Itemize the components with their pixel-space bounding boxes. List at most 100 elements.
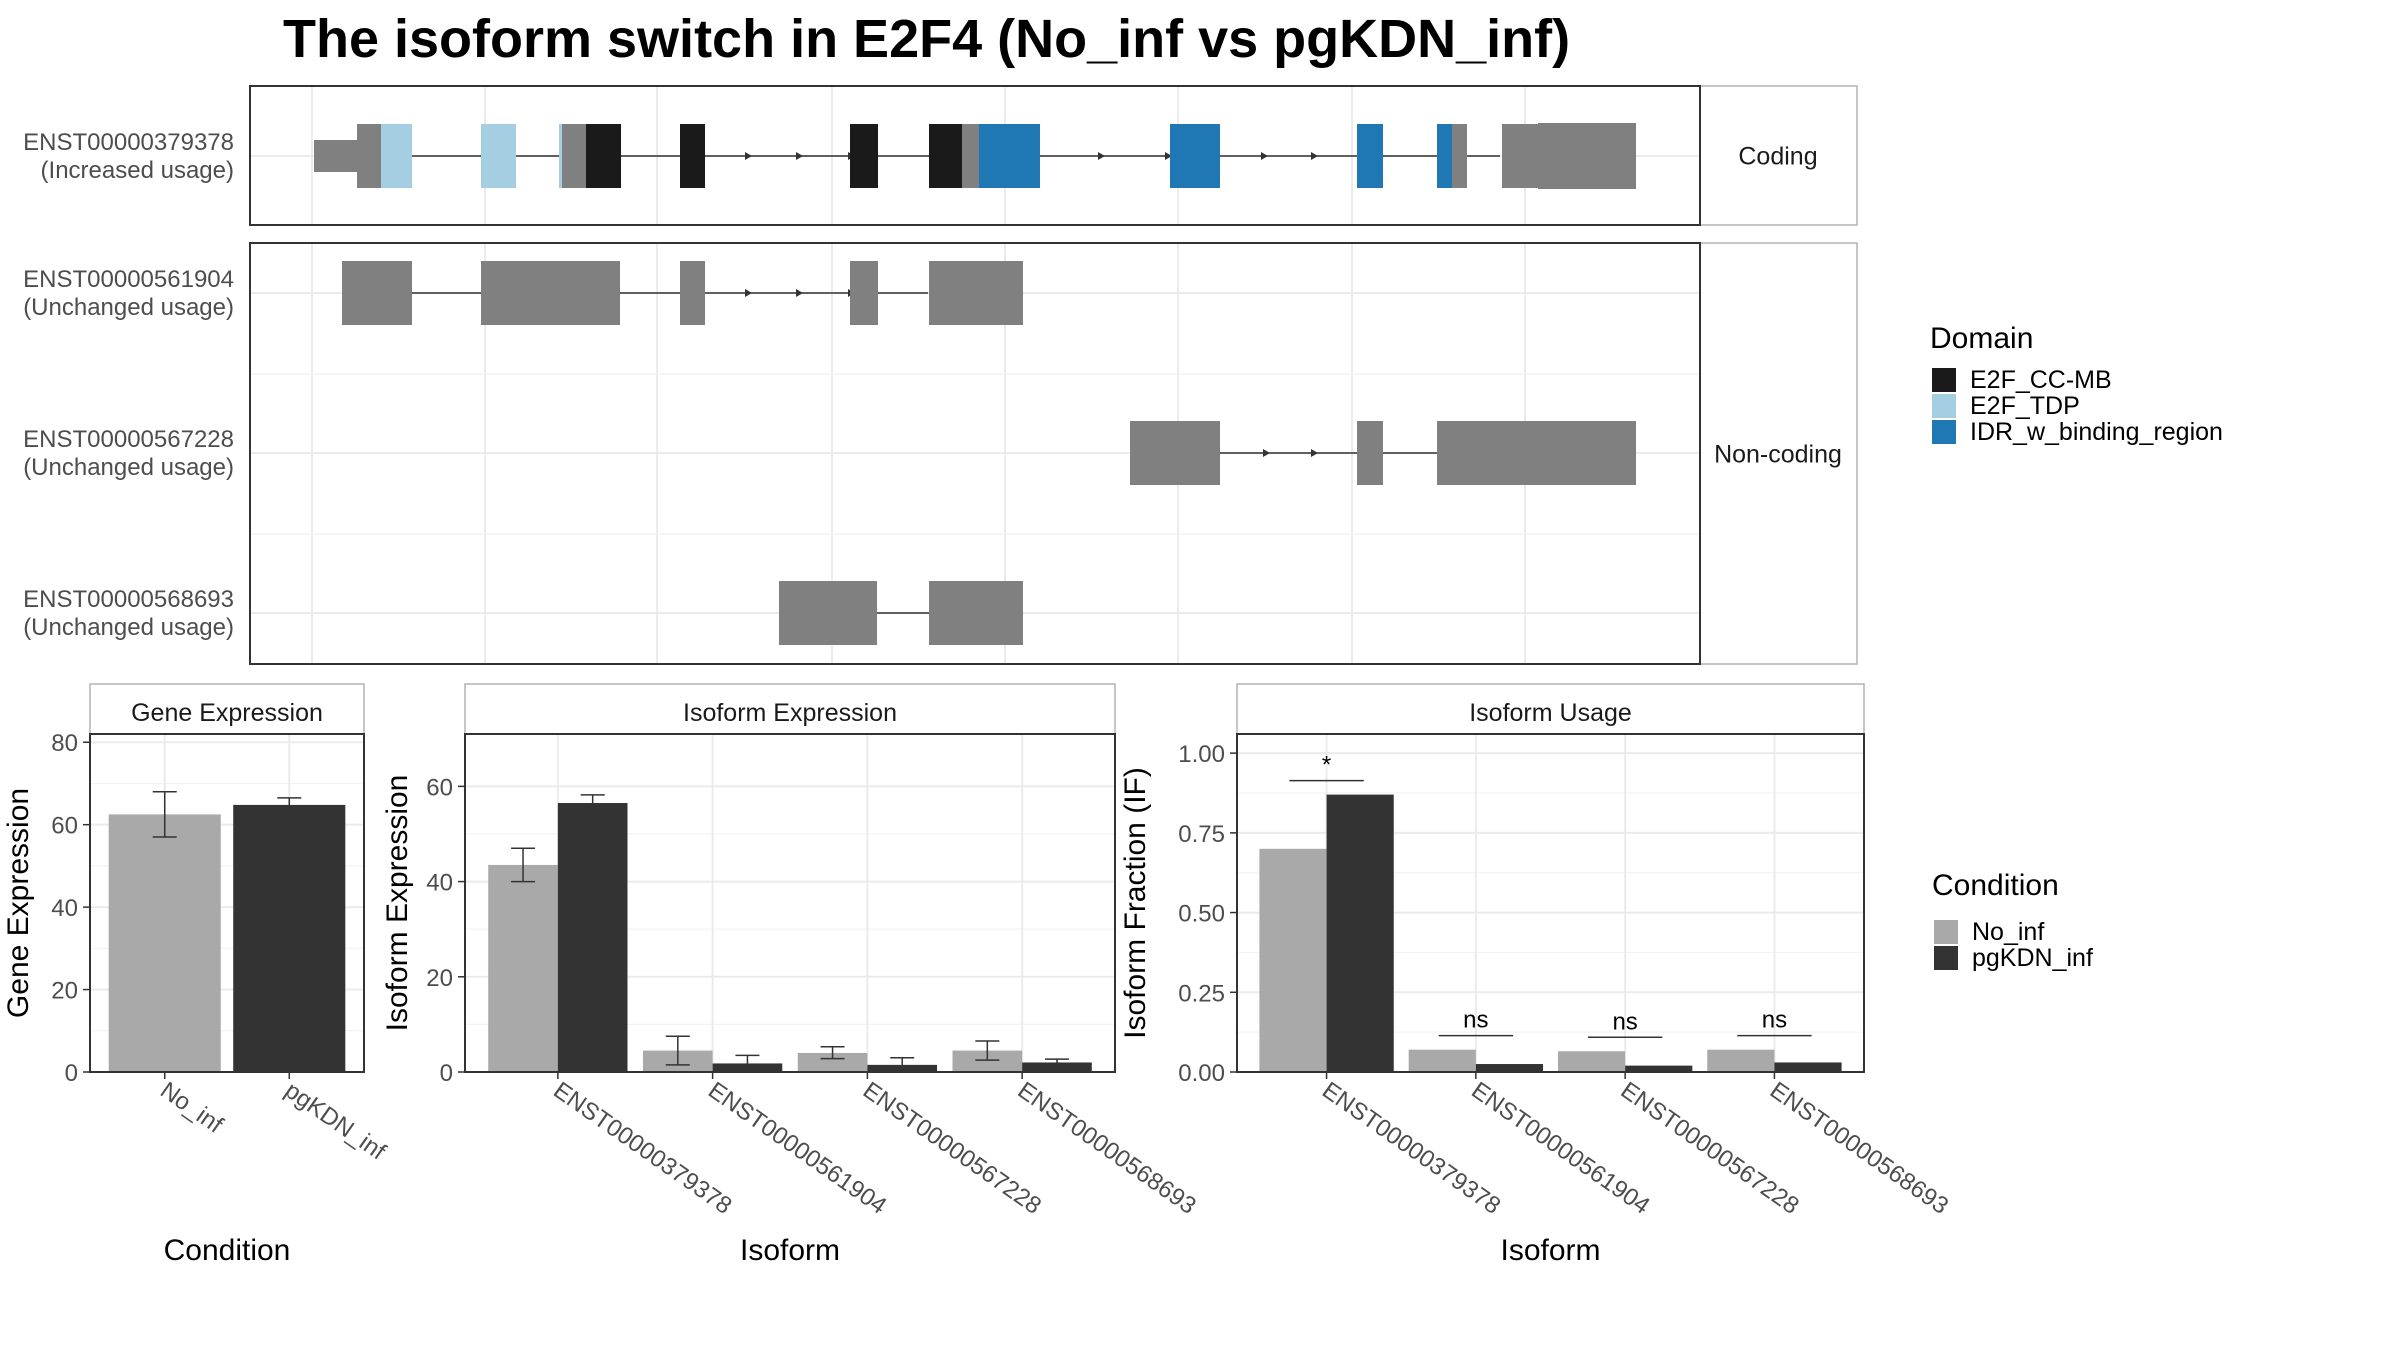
bar-No_inf [108, 814, 221, 1072]
bar-No_inf [952, 1050, 1023, 1072]
domain-legend-key [1932, 394, 1956, 418]
bar-pgKDN_inf [233, 804, 346, 1072]
isoform-status-label: (Unchanged usage) [23, 614, 234, 641]
condition-legend-key [1934, 920, 1958, 944]
chart-panel-border [464, 733, 1116, 1073]
y-tick-label: 0.50 [1178, 901, 1225, 928]
gene-expression-chart: Gene Expression 0 20 40 60 80 No_inf pgKDN_inf G… [2, 683, 391, 1267]
isoform-expression-chart: Isoform Expression0204060ENST00000379378… [381, 683, 1201, 1267]
exon [1437, 421, 1636, 485]
isoform-id-label: ENST00000379378 [23, 129, 234, 156]
figure-title: The isoform switch in E2F4 (No_inf vs pg… [283, 9, 1570, 69]
chart-panel-border [89, 733, 365, 1073]
domain-E2F_TDP [481, 124, 516, 188]
domain-E2F_TDP [381, 124, 412, 188]
exon [1130, 421, 1220, 485]
y-axis-title: Isoform Expression [381, 775, 414, 1032]
domain-legend: Domain E2F_CC-MBE2F_TDPIDR_w_binding_reg… [1930, 322, 2223, 446]
bar-pgKDN_inf [1774, 1062, 1842, 1072]
y-tick-label: 40 [426, 870, 453, 897]
domain-E2F_CC-MB [586, 124, 621, 188]
domain-IDR_w_binding_region [1437, 124, 1452, 188]
exon [562, 124, 586, 188]
x-tick-label: No_inf [155, 1077, 228, 1139]
y-tick-label: 80 [51, 730, 78, 757]
y-tick-label: 1.00 [1178, 741, 1225, 768]
domain-E2F_CC-MB [929, 124, 962, 188]
intron-arrow [1311, 152, 1318, 160]
exon [342, 261, 412, 325]
domain-legend-title: Domain [1930, 322, 2033, 355]
exon [481, 261, 620, 325]
bar-No_inf [1557, 1051, 1626, 1072]
chart-title: Isoform Expression [683, 699, 897, 727]
domain-E2F_CC-MB [850, 124, 878, 188]
chart-strip [1236, 683, 1865, 735]
exon [357, 124, 381, 188]
structure-panel-border [249, 242, 1701, 665]
bar-No_inf [1707, 1049, 1775, 1072]
domain-legend-label: E2F_CC-MB [1970, 366, 2112, 394]
exon [1357, 421, 1383, 485]
intron-arrow [1165, 152, 1172, 160]
intron-arrow [796, 152, 803, 160]
domain-IDR_w_binding_region [1170, 124, 1220, 188]
intron-arrow [745, 289, 752, 297]
y-axis-title: Gene Expression [2, 788, 35, 1018]
domain-legend-label: IDR_w_binding_region [1970, 418, 2223, 446]
chart-strip [464, 683, 1116, 735]
significance-label: ns [1463, 1007, 1488, 1034]
domain-IDR_w_binding_region [979, 124, 1040, 188]
intron-arrow [1098, 152, 1105, 160]
y-tick-label: 60 [426, 774, 453, 801]
isoform-status-label: (Unchanged usage) [23, 454, 234, 481]
y-tick-label: 20 [51, 978, 78, 1005]
exon [1452, 124, 1467, 188]
condition-legend-key [1934, 946, 1958, 970]
exon [779, 581, 877, 645]
exon [850, 261, 878, 325]
domain-E2F_CC-MB [680, 124, 705, 188]
significance-label: ns [1612, 1008, 1637, 1035]
intron-arrow [796, 289, 803, 297]
y-tick-label: 20 [426, 965, 453, 992]
bar-No_inf [1259, 848, 1327, 1072]
significance-label: * [1322, 752, 1331, 779]
isoform-status-label: (Increased usage) [41, 157, 234, 184]
intron-arrow [1261, 152, 1268, 160]
x-axis-title: Isoform [1500, 1234, 1600, 1267]
x-axis-title: Condition [164, 1234, 291, 1267]
chart-title: Isoform Usage [1469, 699, 1632, 727]
intron-arrow [1311, 449, 1318, 457]
x-axis-title: Isoform [740, 1234, 840, 1267]
condition-legend-title: Condition [1932, 869, 2059, 902]
chart-strip [89, 683, 365, 735]
structure-strip [1699, 85, 1858, 226]
significance-label: ns [1762, 1007, 1787, 1034]
bar-pgKDN_inf [1475, 1064, 1544, 1072]
utr-exon [1538, 123, 1636, 189]
y-tick-label: 40 [51, 895, 78, 922]
y-axis-title: Isoform Fraction (IF) [1119, 767, 1152, 1039]
intron-arrow [745, 152, 752, 160]
bar-pgKDN_inf [1625, 1065, 1693, 1072]
bar-pgKDN_inf [1326, 794, 1394, 1072]
domain-legend-key [1932, 368, 1956, 392]
structure-strip-label-non-coding: Non-coding [1714, 441, 1842, 469]
chart-panel-border [1236, 733, 1865, 1073]
y-tick-label: 0.75 [1178, 821, 1225, 848]
structure-strip-label-coding: Coding [1738, 143, 1817, 171]
y-tick-label: 0 [65, 1060, 78, 1087]
utr-exon [314, 140, 358, 172]
isoform-id-label: ENST00000567228 [23, 426, 234, 453]
structure-strip [1699, 242, 1858, 665]
condition-legend-label: pgKDN_inf [1972, 944, 2093, 972]
exon [962, 124, 979, 188]
y-tick-label: 60 [51, 813, 78, 840]
y-tick-label: 0.00 [1178, 1060, 1225, 1087]
bar-pgKDN_inf [1022, 1062, 1092, 1072]
isoform-id-label: ENST00000561904 [23, 266, 234, 293]
isoform-usage-chart: Isoform Usage * ns ns ns 0.00 0.25 0.50 0.75 1.00… [1119, 683, 1953, 1267]
